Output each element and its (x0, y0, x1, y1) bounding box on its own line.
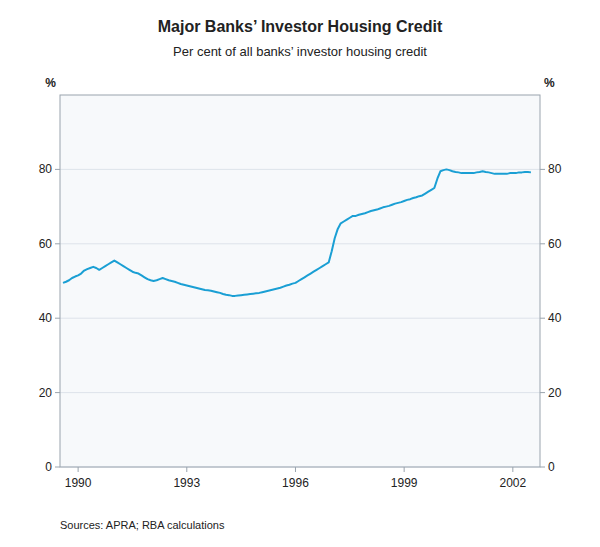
y-tick-label: 60 (39, 237, 53, 251)
grid-line (60, 318, 540, 319)
y2-tick-label: 80 (548, 162, 562, 176)
x-tick-label: 1996 (282, 476, 309, 490)
y-tick-label: 40 (39, 311, 53, 325)
y-tick (55, 243, 60, 244)
y2-tick (540, 467, 545, 468)
x-tick (512, 467, 513, 472)
line (63, 169, 531, 295)
y2-tick-label: 0 (548, 460, 555, 474)
grid-line (60, 243, 540, 244)
y-tick (55, 392, 60, 393)
y-tick-label: 80 (39, 162, 53, 176)
y-axis: 0 20 40 60 80 (39, 162, 60, 474)
y-axis-label: % (45, 76, 56, 90)
subtitle: Per cent of all banks’ investor housing … (173, 44, 427, 59)
x-tick-label: 1993 (173, 476, 200, 490)
chart: 1990 1993 1996 1999 2002 0 20 40 60 80 0 20 40 60 80%%… (0, 0, 600, 547)
x-tick (404, 467, 405, 472)
source: Sources: APRA; RBA calculations (60, 519, 225, 531)
y-tick (55, 467, 60, 468)
y-tick (55, 318, 60, 319)
y2-axis: 0 20 40 60 80 (540, 162, 562, 474)
y2-axis-label: % (544, 76, 555, 90)
y-tick (55, 169, 60, 170)
y2-tick (540, 392, 545, 393)
y2-tick (540, 169, 545, 170)
x-tick-label: 1999 (391, 476, 418, 490)
title: Major Banks’ Investor Housing Credit (158, 18, 443, 35)
y2-tick-label: 20 (548, 386, 562, 400)
x-axis: 1990 1993 1996 1999 2002 (65, 467, 527, 490)
grid-line (60, 392, 540, 393)
x-tick (295, 467, 296, 472)
y2-tick (540, 318, 545, 319)
x-tick (186, 467, 187, 472)
plot-frame (60, 95, 540, 467)
y-tick-label: 20 (39, 386, 53, 400)
y-tick-label: 0 (45, 460, 52, 474)
grid-line (60, 169, 540, 170)
x-tick-label: 1990 (65, 476, 92, 490)
y2-tick-label: 60 (548, 237, 562, 251)
series-group (63, 169, 531, 295)
x-tick (78, 467, 79, 472)
y2-tick-label: 40 (548, 311, 562, 325)
grid (60, 169, 540, 467)
x-tick-label: 2002 (499, 476, 526, 490)
plot-area (60, 95, 540, 467)
y2-tick (540, 243, 545, 244)
